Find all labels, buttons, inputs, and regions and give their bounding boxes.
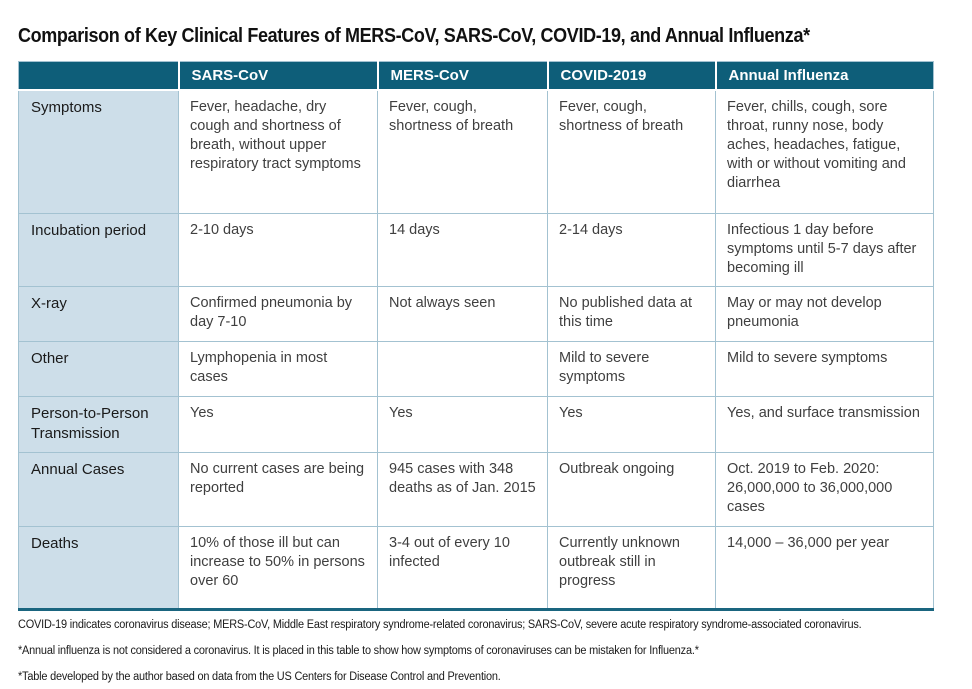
- data-cell: Currently unknown outbreak still in prog…: [547, 526, 716, 610]
- data-cell: No published data at this time: [547, 286, 716, 342]
- data-cell: No current cases are being reported: [178, 452, 378, 527]
- data-cell: Oct. 2019 to Feb. 2020: 26,000,000 to 36…: [715, 452, 934, 527]
- table-row: Deaths 10% of those ill but can increase …: [18, 526, 934, 610]
- footnote: *Annual influenza is not considered a co…: [18, 644, 699, 657]
- data-cell: 2-14 days: [547, 213, 716, 287]
- data-cell: Yes, and surface transmission: [715, 396, 934, 453]
- table-row: Other Lymphopenia in most cases Mild to se…: [18, 341, 934, 397]
- footnote: COVID-19 indicates coronavirus disease; …: [18, 619, 862, 631]
- comparison-table: SARS-CoV MERS-CoV COVID-2019 Annual Influen…: [18, 61, 934, 611]
- row-label-cell: X-ray: [18, 286, 179, 342]
- page-title: Comparison of Key Clinical Features of M…: [18, 25, 810, 47]
- row-label-cell: Other: [18, 341, 179, 397]
- data-cell: Confirmed pneumonia by day 7-10: [178, 286, 378, 342]
- table-row: X-ray Confirmed pneumonia by day 7-10 Not …: [18, 286, 934, 342]
- data-cell: Fever, cough, shortness of breath: [377, 89, 548, 214]
- data-cell: 14 days: [377, 213, 548, 287]
- data-cell: Yes: [377, 396, 548, 453]
- column-header: COVID-2019: [547, 61, 717, 91]
- data-cell: 10% of those ill but can increase to 50%…: [178, 526, 378, 610]
- footnotes: COVID-19 indicates coronavirus disease; …: [18, 619, 954, 684]
- table-body: Symptoms Fever, headache, dry cough and s…: [18, 89, 934, 610]
- data-cell: Yes: [178, 396, 378, 453]
- data-cell: Not always seen: [377, 286, 548, 342]
- data-cell: 3-4 out of every 10 infected: [377, 526, 548, 610]
- data-cell: [377, 341, 548, 397]
- data-cell: Lymphopenia in most cases: [178, 341, 378, 397]
- data-cell: Fever, cough, shortness of breath: [547, 89, 716, 214]
- data-cell: Fever, headache, dry cough and shortness…: [178, 89, 378, 214]
- table-row: Annual Cases No current cases are being r…: [18, 452, 934, 527]
- data-cell: Outbreak ongoing: [547, 452, 716, 527]
- table-row: Incubation period 2-10 days 14 days 2-14 da…: [18, 213, 934, 287]
- data-cell: Mild to severe symptoms: [547, 341, 716, 397]
- row-label-cell: Symptoms: [18, 89, 179, 214]
- column-header: MERS-CoV: [377, 61, 549, 91]
- data-cell: 2-10 days: [178, 213, 378, 287]
- footnote: *Table developed by the author based on …: [18, 670, 501, 683]
- data-cell: Fever, chills, cough, sore throat, runny…: [715, 89, 934, 214]
- table-row: Symptoms Fever, headache, dry cough and s…: [18, 89, 934, 214]
- row-label-cell: Person-to-Person Transmission: [18, 396, 179, 453]
- row-label-cell: Annual Cases: [18, 452, 179, 527]
- data-cell: Yes: [547, 396, 716, 453]
- column-header: Annual Influenza: [715, 61, 934, 91]
- table-header-row: SARS-CoV MERS-CoV COVID-2019 Annual Influen…: [18, 61, 934, 91]
- table-row: Person-to-Person Transmission Yes Yes Yes Ye…: [18, 396, 934, 453]
- table-head: SARS-CoV MERS-CoV COVID-2019 Annual Influen…: [18, 61, 934, 91]
- row-label-cell: Incubation period: [18, 213, 179, 287]
- data-cell: May or may not develop pneumonia: [715, 286, 934, 342]
- data-cell: Mild to severe symptoms: [715, 341, 934, 397]
- data-cell: 945 cases with 348 deaths as of Jan. 201…: [377, 452, 548, 527]
- data-cell: Infectious 1 day before symptoms until 5…: [715, 213, 934, 287]
- row-label-cell: Deaths: [18, 526, 179, 610]
- column-header: SARS-CoV: [178, 61, 379, 91]
- data-cell: 14,000 – 36,000 per year: [715, 526, 934, 610]
- corner-header-cell: [18, 61, 180, 91]
